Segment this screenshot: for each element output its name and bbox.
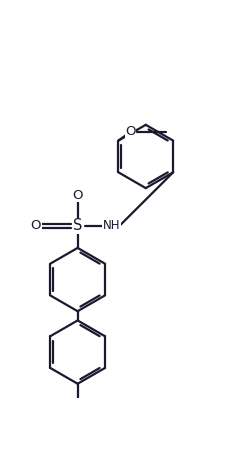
Text: O: O: [30, 219, 41, 232]
Text: O: O: [72, 189, 82, 202]
Text: S: S: [73, 218, 82, 234]
Text: O: O: [125, 125, 135, 138]
Text: NH: NH: [102, 219, 120, 232]
